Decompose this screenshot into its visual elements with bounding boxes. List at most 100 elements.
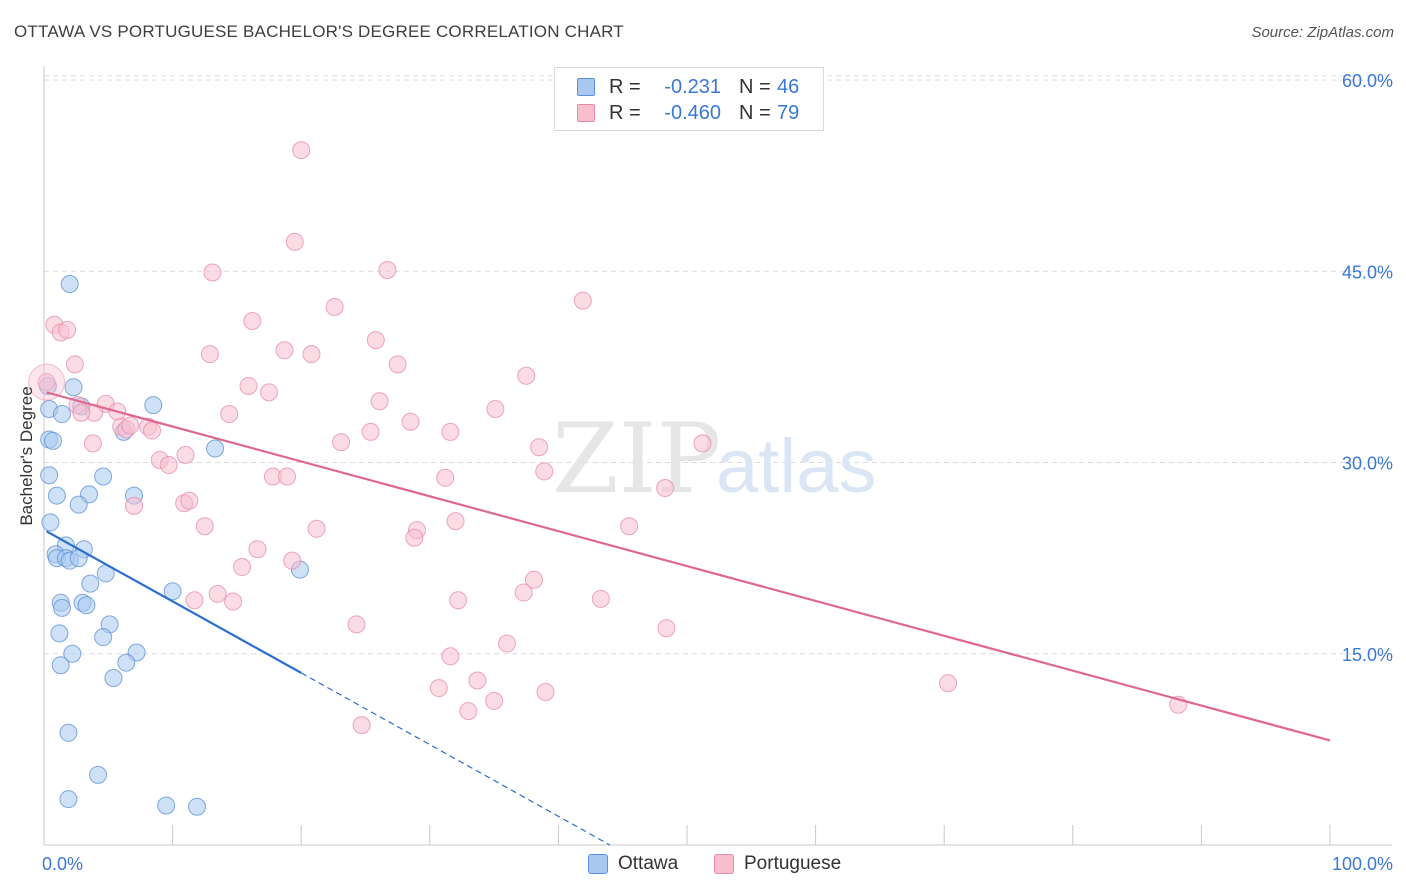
portuguese-point — [486, 399, 505, 418]
portuguese-point — [65, 355, 84, 374]
ottawa-point — [59, 723, 78, 742]
ottawa-trendline — [46, 530, 302, 674]
portuguese-point — [693, 434, 712, 453]
y-tick-label: 45.0% — [1342, 262, 1393, 282]
source-label: Source: ZipAtlas.com — [1251, 24, 1394, 41]
legend-item-ottawa: Ottawa — [588, 852, 678, 876]
portuguese-point — [248, 540, 267, 559]
portuguese-point — [441, 647, 460, 666]
ottawa-point — [163, 582, 182, 601]
portuguese-point — [573, 291, 592, 310]
portuguese-point — [180, 491, 199, 510]
ottawa-point — [94, 628, 113, 647]
legend-row-portuguese: R = -0.460 N = 79 — [577, 100, 799, 126]
portuguese-point — [530, 438, 549, 457]
portuguese-point — [176, 445, 195, 464]
portuguese-point — [657, 619, 676, 638]
portuguese-point — [517, 366, 536, 385]
portuguese-point — [220, 405, 239, 424]
portuguese-trendline — [46, 391, 1331, 742]
portuguese-point — [468, 671, 487, 690]
ottawa-point — [64, 378, 83, 397]
portuguese-point — [285, 232, 304, 251]
portuguese-point — [536, 683, 555, 701]
ottawa-point — [69, 495, 88, 514]
chart-title: OTTAWA VS PORTUGUESE BACHELOR'S DEGREE C… — [14, 22, 624, 41]
portuguese-point — [125, 496, 144, 515]
portuguese-point — [243, 311, 262, 330]
watermark-atlas: atlas — [716, 424, 877, 509]
ottawa-point — [47, 486, 66, 505]
portuguese-point — [497, 634, 516, 653]
portuguese-point — [200, 345, 219, 364]
portuguese-point — [332, 433, 351, 452]
n-value: 79 — [777, 101, 800, 124]
portuguese-point — [203, 263, 222, 282]
ottawa-legend-label: Ottawa — [618, 853, 679, 874]
ottawa-point — [53, 405, 72, 424]
ottawa-point — [94, 467, 113, 486]
portuguese-point — [307, 519, 326, 538]
y-tick-label: 15.0% — [1342, 645, 1393, 665]
axes — [43, 66, 1392, 846]
portuguese-point — [195, 517, 214, 536]
portuguese-point — [620, 517, 639, 536]
x-tick-label: 100.0% — [1332, 854, 1393, 874]
n-label: N = — [739, 101, 771, 124]
ottawa-point — [63, 644, 82, 663]
portuguese-point — [239, 377, 258, 395]
portuguese-point — [58, 320, 77, 339]
portuguese-point — [449, 591, 468, 610]
r-label: R = — [609, 75, 641, 98]
portuguese-point — [514, 583, 533, 602]
portuguese-point — [378, 260, 397, 279]
y-tick-label: 60.0% — [1342, 71, 1393, 91]
ottawa-point — [157, 796, 176, 815]
watermark: ZIP atlas — [552, 403, 877, 515]
ottawa-point — [77, 596, 96, 615]
ottawa-point — [206, 439, 225, 458]
stats-legend: R = -0.231 N = 46 R = -0.460 N = 79 — [554, 67, 824, 131]
portuguese-point — [302, 345, 321, 364]
portuguese-point — [656, 479, 675, 497]
portuguese-point — [278, 467, 297, 486]
portuguese-point — [121, 416, 140, 435]
portuguese-point — [436, 468, 455, 487]
r-value: -0.460 — [664, 101, 721, 124]
portuguese-point — [292, 141, 311, 160]
ottawa-point — [51, 656, 70, 675]
portuguese-point — [441, 422, 460, 441]
portuguese-point — [325, 297, 344, 316]
portuguese-point — [535, 462, 554, 481]
r-value: -0.231 — [664, 75, 721, 98]
legend-row-ottawa: R = -0.231 N = 46 — [577, 74, 799, 100]
legend-item-portuguese: Portuguese — [714, 852, 841, 876]
ottawa-point — [40, 466, 59, 485]
ottawa-point — [60, 275, 79, 293]
portuguese-point — [208, 584, 227, 603]
portuguese-point — [485, 691, 504, 710]
tick-labels: 15.0% 30.0% 45.0% 60.0% 0.0% 100.0% — [42, 71, 1393, 874]
portuguese-point — [260, 383, 279, 402]
data-points — [28, 141, 1188, 816]
portuguese-point — [366, 331, 385, 350]
n-value: 46 — [777, 75, 800, 98]
n-label: N = — [739, 75, 771, 98]
portuguese-swatch — [577, 104, 595, 122]
portuguese-point-cluster — [28, 363, 66, 401]
portuguese-point — [275, 341, 294, 360]
portuguese-legend-label: Portuguese — [744, 853, 842, 874]
portuguese-point — [185, 591, 204, 610]
trendlines — [46, 391, 1331, 846]
ottawa-legend-swatch — [588, 854, 608, 874]
portuguese-point — [401, 412, 420, 431]
portuguese-point — [352, 716, 371, 735]
y-axis-label: Bachelor's Degree — [17, 386, 36, 525]
ottawa-point — [44, 431, 63, 450]
y-tick-label: 30.0% — [1342, 454, 1393, 474]
portuguese-point — [939, 674, 958, 693]
ottawa-point — [188, 797, 207, 816]
portuguese-point — [224, 592, 243, 611]
portuguese-point — [591, 589, 610, 608]
